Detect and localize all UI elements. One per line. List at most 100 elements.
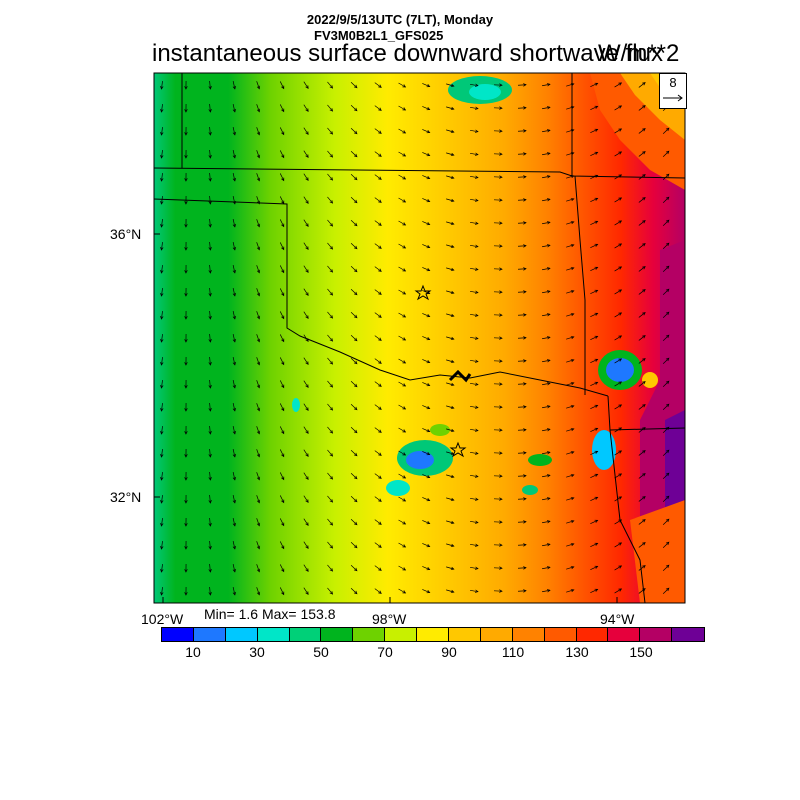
wind-vector-head xyxy=(450,566,455,571)
wind-vector xyxy=(279,104,285,112)
wind-vector-head xyxy=(256,246,261,251)
wind-vector-head xyxy=(281,315,285,320)
wind-vector-head xyxy=(474,198,479,202)
wind-vector-head xyxy=(523,175,527,179)
wind-vector-head xyxy=(450,359,455,364)
wind-vector xyxy=(566,589,574,593)
wind-vector-head xyxy=(281,223,285,228)
wind-vector-head xyxy=(426,199,431,203)
wind-vector-head xyxy=(570,381,575,386)
wind-vector xyxy=(638,82,646,88)
wind-vector-head xyxy=(665,196,670,201)
wind-vector-head xyxy=(305,200,309,205)
wind-vector xyxy=(209,80,211,90)
wind-vector-head xyxy=(594,289,599,293)
wind-vector xyxy=(161,563,163,573)
wind-vector xyxy=(446,267,454,271)
wind-vector xyxy=(542,221,550,225)
wind-vector-head xyxy=(232,476,236,481)
wind-vector-head xyxy=(208,247,212,251)
wind-vector xyxy=(303,104,309,112)
wind-vector xyxy=(374,243,382,249)
wind-vector-head xyxy=(523,129,527,133)
wind-vector xyxy=(662,242,670,250)
wind-vector xyxy=(590,244,598,248)
wind-vector xyxy=(303,357,309,365)
wind-vector xyxy=(590,428,598,432)
wind-vector-head xyxy=(281,85,285,90)
wind-vector xyxy=(446,520,454,524)
wind-vector xyxy=(517,452,527,454)
wind-vector-head xyxy=(426,406,431,410)
wind-vector xyxy=(469,198,479,202)
wind-vector-head xyxy=(618,565,623,569)
wind-vector-head xyxy=(232,223,236,228)
wind-vector xyxy=(232,311,236,319)
wind-vector-head xyxy=(426,498,431,502)
wind-vector-head xyxy=(353,176,358,181)
wind-vector-head xyxy=(546,428,551,432)
wind-vector-head xyxy=(160,362,164,366)
wind-vector xyxy=(542,589,550,593)
wind-vector xyxy=(662,196,670,204)
wind-vector-head xyxy=(281,246,285,251)
wind-vector xyxy=(590,267,598,271)
wind-vector-head xyxy=(378,245,382,249)
wind-vector-head xyxy=(281,522,285,527)
wind-vector-head xyxy=(450,313,455,318)
colorbar-label: 90 xyxy=(441,644,457,660)
colorbar-label: 150 xyxy=(629,644,653,660)
wind-vector xyxy=(279,587,285,595)
wind-vector xyxy=(446,336,454,340)
star-marker xyxy=(449,441,467,458)
wind-vector xyxy=(232,380,236,388)
wind-vector-head xyxy=(570,496,575,501)
wind-vector xyxy=(638,128,646,134)
wind-vector xyxy=(517,245,527,247)
wind-vector-head xyxy=(208,408,212,412)
wind-vector-head xyxy=(546,175,551,179)
wind-vector xyxy=(469,129,479,133)
wind-vector-head xyxy=(450,428,455,433)
wind-vector-head xyxy=(329,476,334,480)
wind-vector-head xyxy=(642,519,646,523)
wind-vector-head xyxy=(665,173,670,178)
wind-vector xyxy=(422,313,430,317)
wind-vector xyxy=(161,218,163,228)
wind-vector-head xyxy=(523,428,527,432)
wind-vector-head xyxy=(594,404,599,408)
wind-vector-head xyxy=(642,335,646,339)
wind-vector xyxy=(161,586,163,596)
wind-vector-head xyxy=(160,86,164,90)
wind-vector xyxy=(422,129,430,133)
wind-vector-head xyxy=(523,566,527,570)
wind-vector xyxy=(469,359,479,363)
wind-vector xyxy=(327,564,333,572)
wind-vector-head xyxy=(570,220,575,225)
wind-vector-head xyxy=(378,406,382,410)
wind-vector xyxy=(542,566,550,570)
wind-vector xyxy=(614,542,622,548)
wind-vector-head xyxy=(353,590,358,595)
wind-vector xyxy=(566,566,574,570)
wind-vector xyxy=(350,541,358,549)
wind-vector-head xyxy=(232,453,236,458)
wind-vector-head xyxy=(618,197,623,201)
wind-vector xyxy=(566,83,574,87)
wind-vector-head xyxy=(256,131,261,136)
colorbar-swatch xyxy=(608,628,641,641)
wind-vector-head xyxy=(523,359,527,363)
wind-vector xyxy=(303,127,309,135)
wind-vector xyxy=(256,150,260,158)
wind-vector-head xyxy=(546,313,551,317)
wind-vector-head xyxy=(281,269,285,274)
wind-vector xyxy=(662,357,670,365)
wind-vector-head xyxy=(499,106,503,110)
wind-vector-head xyxy=(426,590,431,594)
wind-vector-head xyxy=(232,85,236,90)
wind-vector xyxy=(614,450,622,456)
wind-vector-head xyxy=(499,543,503,547)
wind-vector xyxy=(327,311,333,319)
wind-vector-head xyxy=(450,152,455,157)
wind-vector xyxy=(350,265,358,273)
